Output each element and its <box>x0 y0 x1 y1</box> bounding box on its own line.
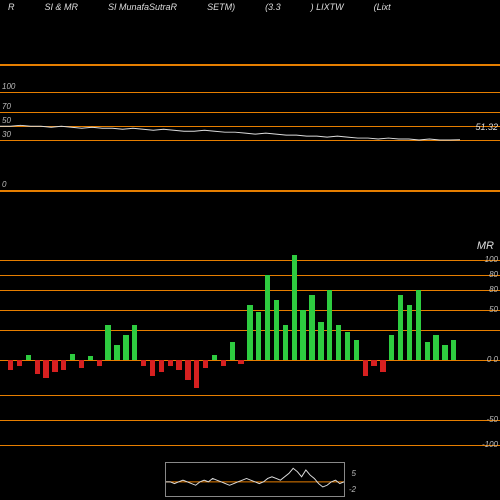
mr-bar <box>123 335 128 360</box>
mr-bar <box>380 360 385 372</box>
axis-label: 50 <box>489 305 498 314</box>
mr-bar <box>61 360 66 370</box>
mr-bar <box>185 360 190 380</box>
mr-bar <box>283 325 288 360</box>
mr-bar <box>433 335 438 360</box>
axis-label: -100 <box>482 440 498 449</box>
mr-bar <box>52 360 57 372</box>
mr-bar <box>26 355 31 360</box>
mr-bar <box>132 325 137 360</box>
mr-bar <box>141 360 146 366</box>
mr-bar <box>114 345 119 360</box>
mr-bar <box>8 360 13 370</box>
mr-bar <box>247 305 252 360</box>
mr-bar <box>327 290 332 360</box>
mr-bar <box>354 340 359 360</box>
mr-label: MR <box>477 240 494 252</box>
mr-bar <box>212 355 217 360</box>
mr-bar <box>416 290 421 360</box>
mr-bar <box>35 360 40 374</box>
mr-bar <box>221 360 226 366</box>
mr-bar <box>88 356 93 360</box>
mr-bar <box>230 342 235 360</box>
mr-bar <box>363 360 368 376</box>
mr-bar <box>79 360 84 368</box>
axis-label: 100 <box>485 255 498 264</box>
mr-bar <box>345 332 350 360</box>
mr-bar <box>425 342 430 360</box>
mr-bar <box>265 275 270 360</box>
mr-bar <box>203 360 208 368</box>
mr-bar <box>292 255 297 360</box>
mr-bar <box>97 360 102 366</box>
axis-label: 80 <box>489 285 498 294</box>
mr-bar <box>318 322 323 360</box>
mr-bar <box>105 325 110 360</box>
mr-bar <box>300 310 305 360</box>
mr-bar <box>336 325 341 360</box>
mr-bar <box>256 312 261 360</box>
mr-bar <box>451 340 456 360</box>
mr-bar <box>371 360 376 366</box>
mr-bar <box>238 360 243 364</box>
mr-bar <box>398 295 403 360</box>
mr-bar <box>389 335 394 360</box>
mr-bar <box>442 345 447 360</box>
mr-bar <box>70 354 75 360</box>
mr-bar <box>407 305 412 360</box>
mr-bar <box>17 360 22 366</box>
mr-bar <box>168 360 173 366</box>
mr-bar <box>194 360 199 388</box>
mr-bar <box>274 300 279 360</box>
mr-bar <box>176 360 181 370</box>
bars-area <box>8 0 460 500</box>
mr-bar <box>43 360 48 378</box>
axis-label: 0 0 <box>487 355 498 364</box>
rsi-value: 51.32 <box>475 122 498 132</box>
axis-label: -50 <box>486 415 498 424</box>
mr-bar <box>309 295 314 360</box>
mr-bar <box>150 360 155 376</box>
axis-label: 80 <box>489 270 498 279</box>
mr-bar <box>159 360 164 372</box>
